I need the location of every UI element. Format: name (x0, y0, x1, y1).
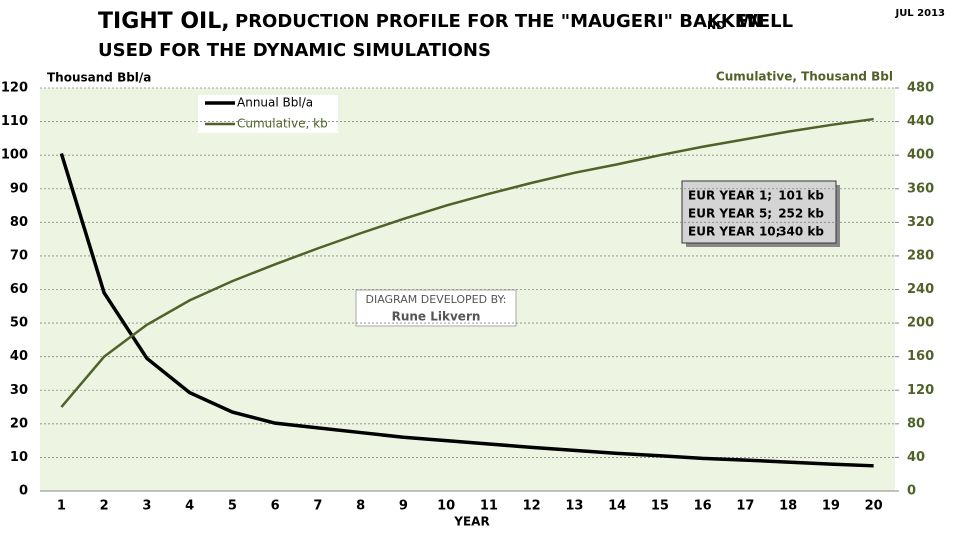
eur-value: 340 kb (778, 225, 824, 239)
x-tick-label: 10 (437, 499, 455, 514)
y2-tick-label: 160 (907, 349, 934, 364)
y-tick-label: 40 (10, 349, 28, 364)
y2-tick-label: 0 (907, 484, 916, 499)
y-tick-label: 20 (10, 416, 28, 431)
eur-label: EUR YEAR 5; (688, 207, 772, 221)
eur-label: EUR YEAR 1; (688, 189, 772, 203)
series-line (59, 152, 874, 468)
y2-tick-label: 480 (907, 81, 934, 96)
x-tick-label: 16 (694, 499, 712, 514)
y2-tick-label: 120 (907, 383, 934, 398)
x-tick-label: 11 (480, 499, 498, 514)
x-tick-label: 7 (313, 499, 322, 514)
eur-value: 252 kb (778, 207, 824, 221)
x-tick-label: 2 (100, 499, 109, 514)
title-main: PRODUCTION PROFILE FOR THE "MAUGERI" BAK… (235, 11, 762, 32)
eur-box (681, 180, 837, 244)
y-tick-label: 90 (10, 181, 28, 196)
y-tick-label: 60 (10, 282, 28, 297)
title-lead: TIGHT OIL, (98, 9, 230, 34)
x-tick-label: 17 (736, 499, 754, 514)
y-tick-label: 30 (10, 383, 28, 398)
y-tick-label: 10 (10, 450, 28, 465)
x-tick-label: 8 (356, 499, 365, 514)
title-tail: WELL (738, 11, 793, 32)
x-tick-label: 9 (399, 499, 408, 514)
y2-tick-label: 280 (907, 248, 934, 263)
x-tick-label: 4 (185, 499, 194, 514)
y-tick-label: 50 (10, 316, 28, 331)
credit-name: Rune Likvern (392, 310, 481, 324)
y-tick-label: 110 (1, 114, 28, 129)
y2-tick-label: 240 (907, 282, 934, 297)
x-tick-label: 19 (822, 499, 840, 514)
y2-tick-label: 80 (907, 416, 925, 431)
y2-tick-label: 40 (907, 450, 925, 465)
eur-value: 101 kb (778, 189, 824, 203)
y-tick-label: 80 (10, 215, 28, 230)
legend-label: Annual Bbl/a (237, 96, 313, 110)
y-tick-label: 70 (10, 248, 28, 263)
x-tick-label: 20 (865, 499, 883, 514)
title-line2: USED FOR THE DYNAMIC SIMULATIONS (98, 40, 491, 61)
x-tick-label: 18 (779, 499, 797, 514)
credit-box (355, 289, 517, 327)
x-tick-label: 13 (565, 499, 583, 514)
y-axis-label: Thousand Bbl/a (47, 71, 151, 85)
eur-label: EUR YEAR 10; (688, 225, 780, 239)
y2-tick-label: 400 (907, 148, 934, 163)
x-tick-label: 12 (523, 499, 541, 514)
series-line (60, 117, 874, 408)
legend-label: Cumulative, kb (237, 117, 328, 131)
x-axis-label: YEAR (453, 515, 489, 529)
title-sub: ND (707, 19, 725, 32)
y2-tick-label: 360 (907, 181, 934, 196)
y2-axis-label: Cumulative, Thousand Bbl (716, 70, 893, 84)
y-tick-label: 0 (19, 484, 28, 499)
y2-tick-label: 320 (907, 215, 934, 230)
y2-tick-label: 440 (907, 114, 934, 129)
x-tick-label: 6 (271, 499, 280, 514)
x-tick-label: 3 (142, 499, 151, 514)
x-tick-label: 1 (57, 499, 66, 514)
y-tick-label: 100 (1, 148, 28, 163)
x-tick-label: 5 (228, 499, 237, 514)
y2-tick-label: 200 (907, 316, 934, 331)
x-tick-label: 14 (608, 499, 626, 514)
credit-heading: DIAGRAM DEVELOPED BY: (365, 293, 506, 306)
date: JUL 2013 (894, 8, 945, 19)
y-tick-label: 120 (1, 81, 28, 96)
x-tick-label: 15 (651, 499, 669, 514)
